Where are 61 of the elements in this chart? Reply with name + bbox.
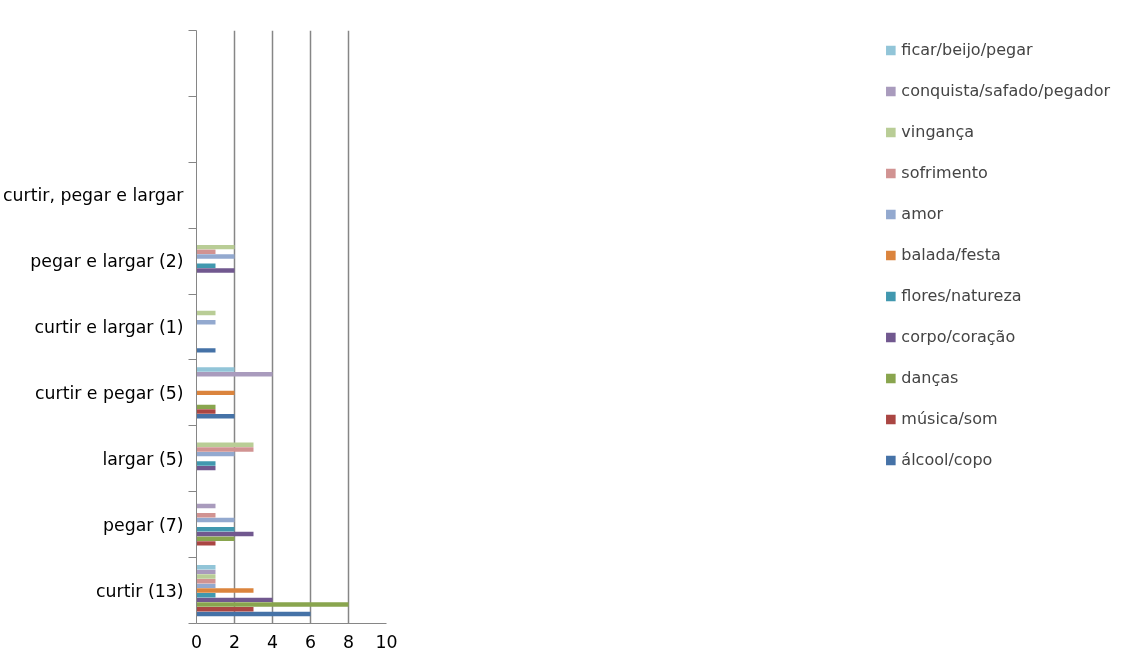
legend-label: álcool/copo bbox=[901, 450, 993, 469]
y-tick-label: pegar e largar (2) bbox=[30, 251, 184, 272]
bar bbox=[196, 536, 235, 541]
legend-label: flores/natureza bbox=[901, 286, 1022, 305]
bar bbox=[196, 461, 216, 466]
bar bbox=[196, 451, 235, 457]
bar bbox=[196, 371, 273, 377]
y-tick-label: curtir e largar (1) bbox=[34, 317, 184, 337]
bar bbox=[196, 578, 216, 584]
legend-label: música/som bbox=[901, 409, 998, 428]
bar bbox=[196, 348, 216, 353]
bar bbox=[196, 404, 216, 410]
y-tick-label: curtir e pegar (5) bbox=[35, 382, 184, 403]
bar bbox=[196, 513, 216, 518]
x-tick-label: 4 bbox=[266, 631, 279, 652]
legend-label: corpo/coração bbox=[901, 327, 1016, 346]
legend-label: sofrimento bbox=[901, 163, 988, 182]
bar bbox=[196, 503, 216, 509]
bar bbox=[196, 244, 235, 250]
bar bbox=[196, 564, 216, 570]
bar bbox=[196, 465, 216, 471]
legend-label: conquista/safado/pegador bbox=[901, 81, 1110, 100]
bar bbox=[196, 583, 216, 589]
bar bbox=[196, 310, 216, 316]
bar bbox=[196, 320, 216, 325]
legend-label: ficar/beijo/pegar bbox=[901, 40, 1033, 59]
legend-label: balada/festa bbox=[901, 245, 1001, 264]
bar bbox=[196, 367, 235, 372]
y-tick-label: curtir, pegar e largar bbox=[3, 185, 185, 206]
bar bbox=[196, 254, 235, 259]
legend-label: vingança bbox=[901, 122, 975, 141]
legend-label: amor bbox=[901, 204, 944, 223]
bar bbox=[196, 588, 254, 593]
bar bbox=[196, 527, 235, 532]
x-tick-label: 6 bbox=[304, 631, 317, 652]
legend-label: danças bbox=[901, 368, 959, 387]
bar bbox=[196, 268, 235, 273]
bar bbox=[196, 541, 216, 546]
y-tick-label: curtir (13) bbox=[96, 580, 184, 601]
bar bbox=[196, 597, 273, 603]
bar bbox=[196, 263, 216, 268]
bar bbox=[196, 611, 311, 617]
bar bbox=[196, 569, 216, 575]
bar bbox=[196, 442, 254, 447]
bar bbox=[196, 409, 216, 414]
bar bbox=[196, 574, 216, 579]
x-tick-label: 10 bbox=[375, 631, 398, 652]
bar bbox=[196, 531, 254, 537]
bar bbox=[196, 517, 235, 523]
bar bbox=[196, 249, 216, 254]
y-tick-label: largar (5) bbox=[102, 448, 184, 469]
x-tick-label: 0 bbox=[190, 631, 203, 652]
bar bbox=[196, 390, 235, 396]
bar bbox=[196, 593, 216, 598]
y-tick-label: pegar (7) bbox=[103, 514, 184, 535]
x-tick-label: 2 bbox=[228, 631, 241, 652]
bar bbox=[196, 447, 254, 452]
x-tick-label: 8 bbox=[342, 631, 355, 652]
bar bbox=[196, 607, 254, 612]
bar bbox=[196, 414, 235, 419]
bar bbox=[196, 602, 349, 607]
